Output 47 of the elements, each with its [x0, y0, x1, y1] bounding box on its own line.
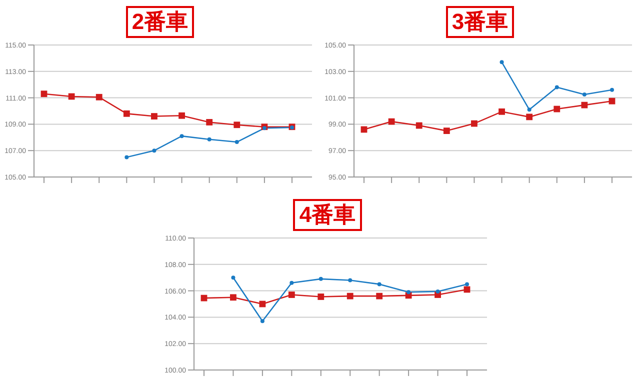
point [471, 120, 478, 127]
point [318, 294, 324, 300]
point [554, 106, 560, 112]
point [554, 85, 559, 90]
point [498, 108, 505, 115]
point [388, 118, 395, 125]
point [123, 110, 130, 117]
point [527, 108, 532, 112]
point [406, 290, 411, 294]
point [152, 148, 156, 153]
chart-title: 2番車 [126, 6, 194, 38]
chart-title: 4番車 [293, 199, 362, 231]
point [206, 119, 213, 126]
point [180, 134, 184, 138]
point [231, 276, 236, 280]
point [416, 122, 422, 129]
point [207, 137, 212, 142]
point [443, 128, 450, 134]
point [290, 280, 294, 285]
point [288, 292, 295, 298]
point [608, 98, 616, 104]
point [500, 60, 504, 64]
point [260, 319, 264, 324]
point [582, 92, 586, 96]
point [40, 90, 48, 98]
point [124, 155, 129, 160]
point [526, 114, 533, 120]
point [436, 289, 440, 294]
point [234, 122, 240, 128]
point [200, 294, 208, 302]
point [234, 140, 239, 144]
point [346, 292, 354, 300]
point [348, 278, 352, 282]
point [259, 300, 266, 308]
point [68, 93, 75, 100]
point [376, 292, 383, 300]
point [230, 294, 236, 301]
point [610, 88, 614, 92]
point [262, 126, 266, 130]
point [151, 113, 158, 120]
point [377, 282, 382, 286]
point [96, 94, 102, 100]
point [318, 276, 323, 281]
chart-title: 3番車 [446, 6, 514, 38]
point [465, 282, 469, 286]
point [581, 102, 588, 108]
point [178, 112, 185, 119]
